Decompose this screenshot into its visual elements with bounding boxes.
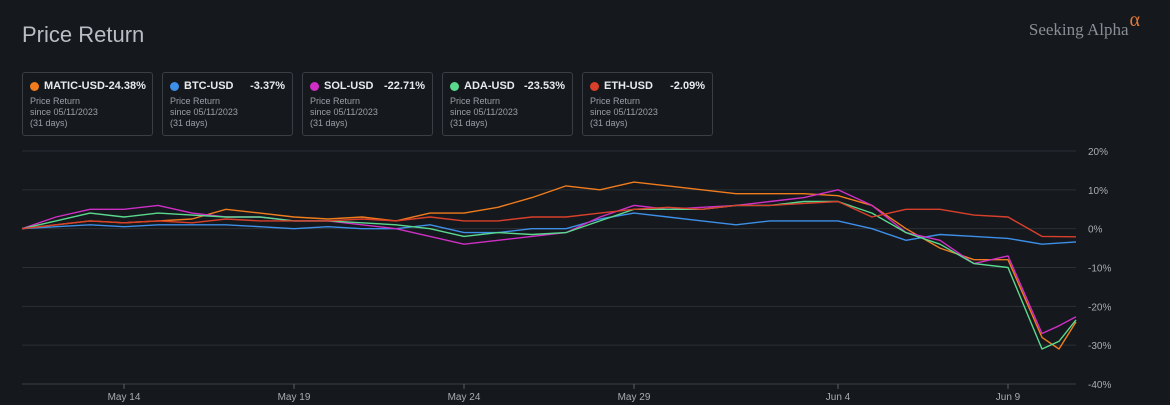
legend-days: (31 days)	[590, 118, 628, 128]
legend-card-ada[interactable]: ADA-USD -23.53% Price Return since 05/11…	[442, 72, 573, 136]
series-line-btc-usd[interactable]	[21, 212, 1077, 245]
legend-days: (31 days)	[30, 118, 68, 128]
alpha-logo-icon: α	[1129, 9, 1140, 31]
gridlines	[22, 150, 1076, 385]
legend-change: -2.09%	[670, 80, 705, 92]
series-color-dot-icon	[30, 81, 39, 91]
legend-since: since 05/11/2023	[30, 107, 98, 117]
series-line-eth-usd[interactable]	[21, 200, 1077, 238]
legend-change: -23.53%	[524, 80, 565, 92]
series-color-dot-icon	[590, 81, 599, 91]
x-tick-label: May 19	[278, 392, 311, 403]
x-tick-label: May 24	[448, 392, 481, 403]
legend-metric: Price Return	[310, 96, 361, 106]
series-line-ada-usd[interactable]	[21, 200, 1077, 350]
series-line-matic-usd[interactable]	[21, 181, 1077, 350]
series-color-dot-icon	[450, 81, 459, 91]
legend-metric: Price Return	[30, 96, 81, 106]
legend-days: (31 days)	[450, 118, 488, 128]
legend-card-matic[interactable]: MATIC-USD -24.38% Price Return since 05/…	[22, 72, 153, 136]
legend-metric: Price Return	[590, 96, 641, 106]
legend-since: since 05/11/2023	[450, 107, 518, 117]
legend-change: -22.71%	[384, 80, 425, 92]
seeking-alpha-logo: Seeking Alphaα	[1028, 9, 1140, 41]
y-tick-label: -10%	[1088, 264, 1111, 275]
brand-name: Seeking Alpha	[1028, 20, 1129, 39]
legend-change: -3.37%	[250, 80, 285, 92]
legend-metric: Price Return	[170, 96, 221, 106]
y-tick-label: 0%	[1088, 225, 1103, 236]
legend-days: (31 days)	[170, 118, 208, 128]
x-tick-label: Jun 4	[826, 392, 851, 403]
legend-ticker: BTC-USD	[184, 80, 234, 92]
page-title: Price Return	[22, 22, 145, 47]
legend-days: (31 days)	[310, 118, 348, 128]
legend-since: since 05/11/2023	[170, 107, 238, 117]
legend-since: since 05/11/2023	[590, 107, 658, 117]
x-tick-label: May 29	[618, 392, 651, 403]
y-tick-label: -40%	[1088, 380, 1111, 391]
legend-metric: Price Return	[450, 96, 501, 106]
axes: 20% 10% 0% -10% -20% -30% -40% May 14 May 19 May …	[22, 147, 1111, 403]
y-tick-label: -30%	[1088, 341, 1111, 352]
legend-change: -24.38%	[104, 80, 146, 92]
series-color-dot-icon	[170, 81, 179, 91]
legend-ticker: SOL-USD	[324, 80, 374, 92]
series-lines	[21, 181, 1077, 350]
y-tick-label: -20%	[1088, 302, 1111, 313]
series-color-dot-icon	[310, 81, 319, 91]
legend-card-eth[interactable]: ETH-USD -2.09% Price Return since 05/11/…	[582, 72, 713, 136]
legend-since: since 05/11/2023	[310, 107, 378, 117]
legend-ticker: MATIC-USD	[44, 80, 105, 92]
y-tick-label: 20%	[1088, 147, 1108, 158]
y-tick-label: 10%	[1088, 186, 1108, 197]
legend-card-btc[interactable]: BTC-USD -3.37% Price Return since 05/11/…	[162, 72, 293, 136]
legend: MATIC-USD -24.38% Price Return since 05/…	[22, 72, 713, 136]
legend-ticker: ETH-USD	[604, 80, 653, 92]
x-tick-label: Jun 9	[996, 392, 1021, 403]
series-line-sol-usd[interactable]	[21, 189, 1077, 335]
x-tick-label: May 14	[108, 392, 141, 403]
legend-card-sol[interactable]: SOL-USD -22.71% Price Return since 05/11…	[302, 72, 433, 136]
legend-ticker: ADA-USD	[464, 80, 515, 92]
